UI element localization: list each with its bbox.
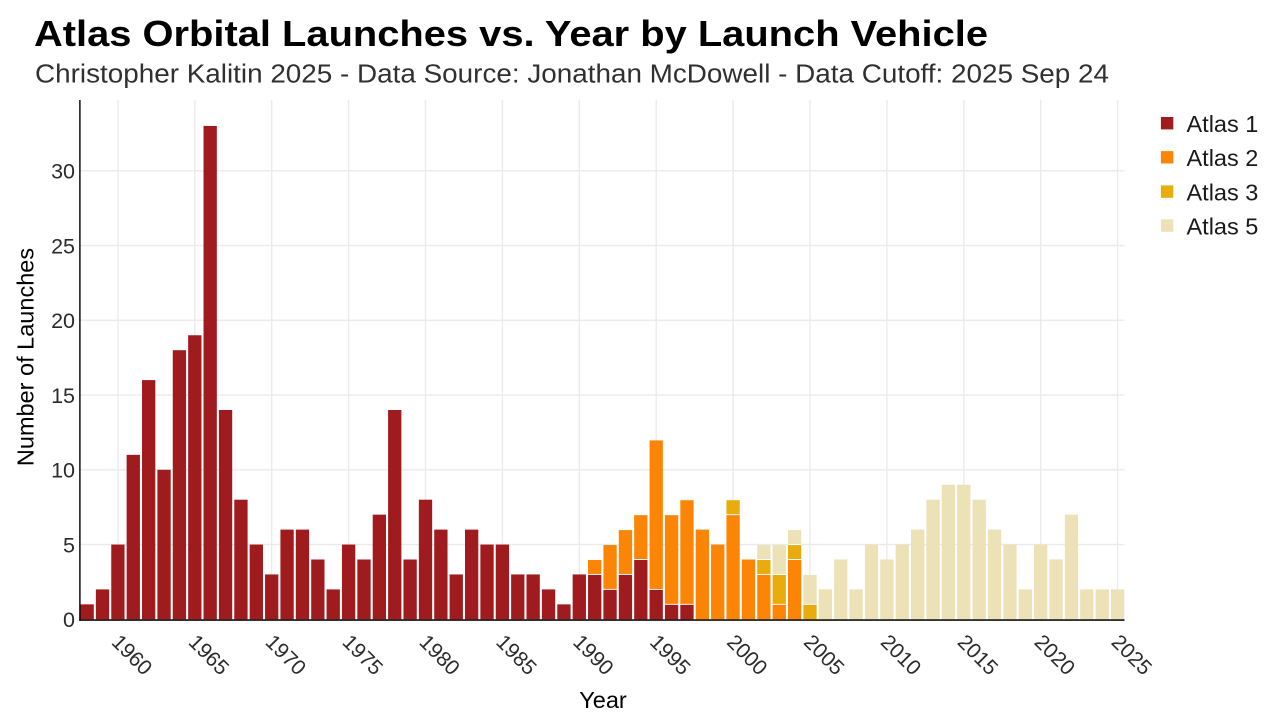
svg-text:25: 25 [51, 234, 75, 258]
svg-text:Atlas 3: Atlas 3 [1187, 179, 1259, 205]
svg-text:Year: Year [579, 687, 627, 713]
svg-text:Atlas 2: Atlas 2 [1187, 145, 1259, 171]
svg-text:Atlas Orbital Launches vs. Yea: Atlas Orbital Launches vs. Year by Launc… [34, 13, 988, 54]
svg-text:0: 0 [63, 608, 75, 632]
svg-text:Number of Launches: Number of Launches [13, 248, 39, 466]
svg-text:5: 5 [63, 533, 75, 557]
svg-text:10: 10 [51, 459, 75, 483]
svg-text:Atlas 5: Atlas 5 [1187, 213, 1259, 239]
svg-text:Christopher Kalitin 2025 - Dat: Christopher Kalitin 2025 - Data Source: … [35, 60, 1109, 88]
svg-text:30: 30 [51, 160, 75, 184]
svg-text:15: 15 [51, 384, 75, 408]
svg-text:Atlas 1: Atlas 1 [1187, 111, 1259, 137]
svg-text:20: 20 [51, 309, 75, 333]
